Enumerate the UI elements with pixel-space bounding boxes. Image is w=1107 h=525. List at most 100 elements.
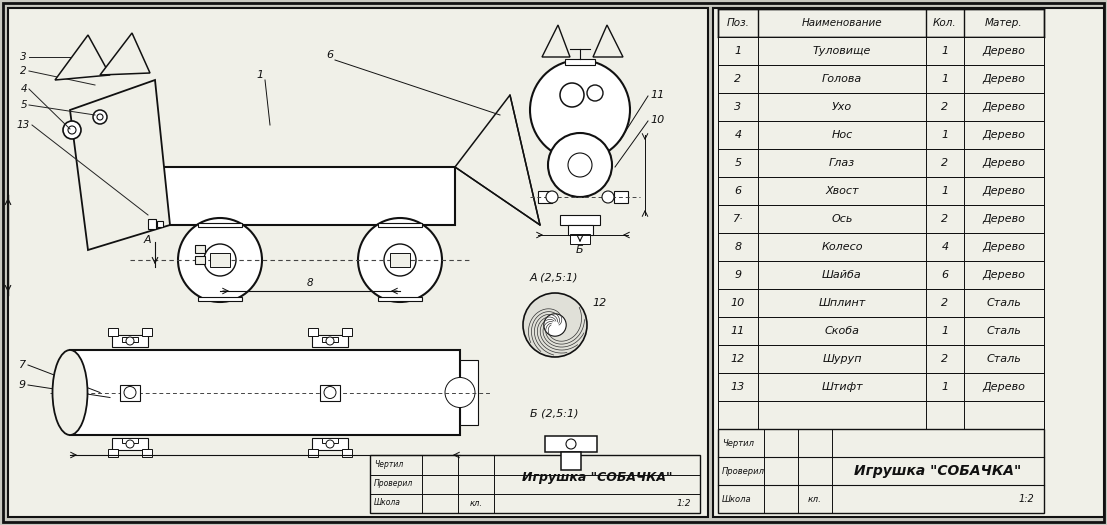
Text: Дерево: Дерево [983, 242, 1025, 252]
Bar [718, 233, 1044, 261]
Circle shape [548, 133, 612, 197]
Text: Штифт: Штифт [821, 382, 862, 392]
Circle shape [384, 244, 416, 276]
Circle shape [530, 60, 630, 160]
Bar [322, 438, 338, 443]
Text: Чертил: Чертил [374, 460, 403, 469]
Text: Дерево: Дерево [983, 186, 1025, 196]
Text: 3: 3 [20, 52, 27, 62]
Circle shape [566, 439, 576, 449]
Bar [108, 328, 118, 336]
Circle shape [126, 337, 134, 345]
Text: Дерево: Дерево [983, 74, 1025, 84]
Text: Б (2,5:1): Б (2,5:1) [530, 408, 579, 418]
Bar [461, 360, 478, 425]
Text: Б: Б [576, 245, 583, 255]
Text: 7: 7 [19, 360, 25, 370]
Text: Шайба: Шайба [823, 270, 862, 280]
Bar [568, 225, 593, 235]
Text: 5: 5 [20, 100, 27, 110]
Bar [718, 121, 1044, 149]
Circle shape [602, 191, 614, 203]
Bar [718, 373, 1044, 401]
Circle shape [204, 244, 236, 276]
Polygon shape [70, 80, 170, 250]
Text: Глаз: Глаз [829, 158, 855, 168]
Text: 12: 12 [731, 354, 745, 364]
Polygon shape [100, 33, 151, 75]
Bar [198, 223, 242, 227]
Circle shape [93, 110, 107, 124]
Bar [718, 261, 1044, 289]
Circle shape [560, 83, 584, 107]
Text: 10: 10 [650, 115, 664, 125]
Circle shape [63, 121, 81, 139]
Circle shape [587, 85, 603, 101]
Bar [308, 449, 318, 457]
Text: 9: 9 [734, 270, 742, 280]
Text: Сталь: Сталь [986, 354, 1022, 364]
Bar [312, 438, 348, 450]
Bar [390, 253, 410, 267]
Text: 6: 6 [734, 186, 742, 196]
Text: 7·: 7· [733, 214, 743, 224]
Text: Скоба: Скоба [825, 326, 859, 336]
Text: 1: 1 [941, 46, 949, 56]
Circle shape [124, 386, 136, 398]
Bar [120, 384, 139, 401]
Bar [342, 328, 352, 336]
Bar [370, 455, 700, 513]
Bar [112, 438, 148, 450]
Ellipse shape [52, 350, 87, 435]
Text: 4: 4 [941, 242, 949, 252]
Bar [8, 8, 708, 517]
Text: Дерево: Дерево [983, 46, 1025, 56]
Text: 11: 11 [650, 90, 664, 100]
Text: 2: 2 [941, 354, 949, 364]
Circle shape [325, 440, 334, 448]
Circle shape [546, 191, 558, 203]
Text: 4: 4 [734, 130, 742, 140]
Circle shape [568, 153, 592, 177]
Circle shape [178, 218, 262, 302]
Text: 1: 1 [257, 70, 263, 80]
Bar [377, 297, 422, 301]
Bar [112, 335, 148, 347]
Text: Школа: Школа [374, 498, 401, 507]
Text: Дерево: Дерево [983, 130, 1025, 140]
Bar [198, 297, 242, 301]
Text: 1: 1 [941, 130, 949, 140]
Text: Туловище: Туловище [813, 46, 871, 56]
Bar [718, 65, 1044, 93]
Text: 2: 2 [941, 102, 949, 112]
Text: 2: 2 [734, 74, 742, 84]
Text: 1: 1 [941, 382, 949, 392]
Bar [122, 438, 138, 443]
Text: 8: 8 [734, 242, 742, 252]
Text: Голова: Голова [821, 74, 862, 84]
Text: 2: 2 [941, 214, 949, 224]
Text: Поз.: Поз. [726, 18, 749, 28]
Bar [614, 191, 628, 203]
Bar [145, 167, 455, 225]
Text: 2: 2 [941, 158, 949, 168]
Polygon shape [542, 25, 570, 57]
Text: Наименование: Наименование [801, 18, 882, 28]
Bar [718, 289, 1044, 317]
Text: Игрушка "СОБАЧКА": Игрушка "СОБАЧКА" [855, 464, 1022, 478]
Bar [718, 345, 1044, 373]
Bar [560, 215, 600, 225]
Text: 9: 9 [19, 380, 25, 390]
Bar [195, 245, 205, 253]
Text: Дерево: Дерево [983, 382, 1025, 392]
Text: 4: 4 [20, 84, 27, 94]
Bar [718, 37, 1044, 65]
Bar [322, 337, 338, 342]
Text: Игрушка "СОБАЧКА": Игрушка "СОБАЧКА" [521, 471, 672, 485]
Bar [718, 401, 1044, 429]
Bar [570, 234, 590, 244]
Bar [312, 335, 348, 347]
Circle shape [215, 255, 225, 265]
Bar [122, 337, 138, 342]
Bar [538, 191, 552, 203]
